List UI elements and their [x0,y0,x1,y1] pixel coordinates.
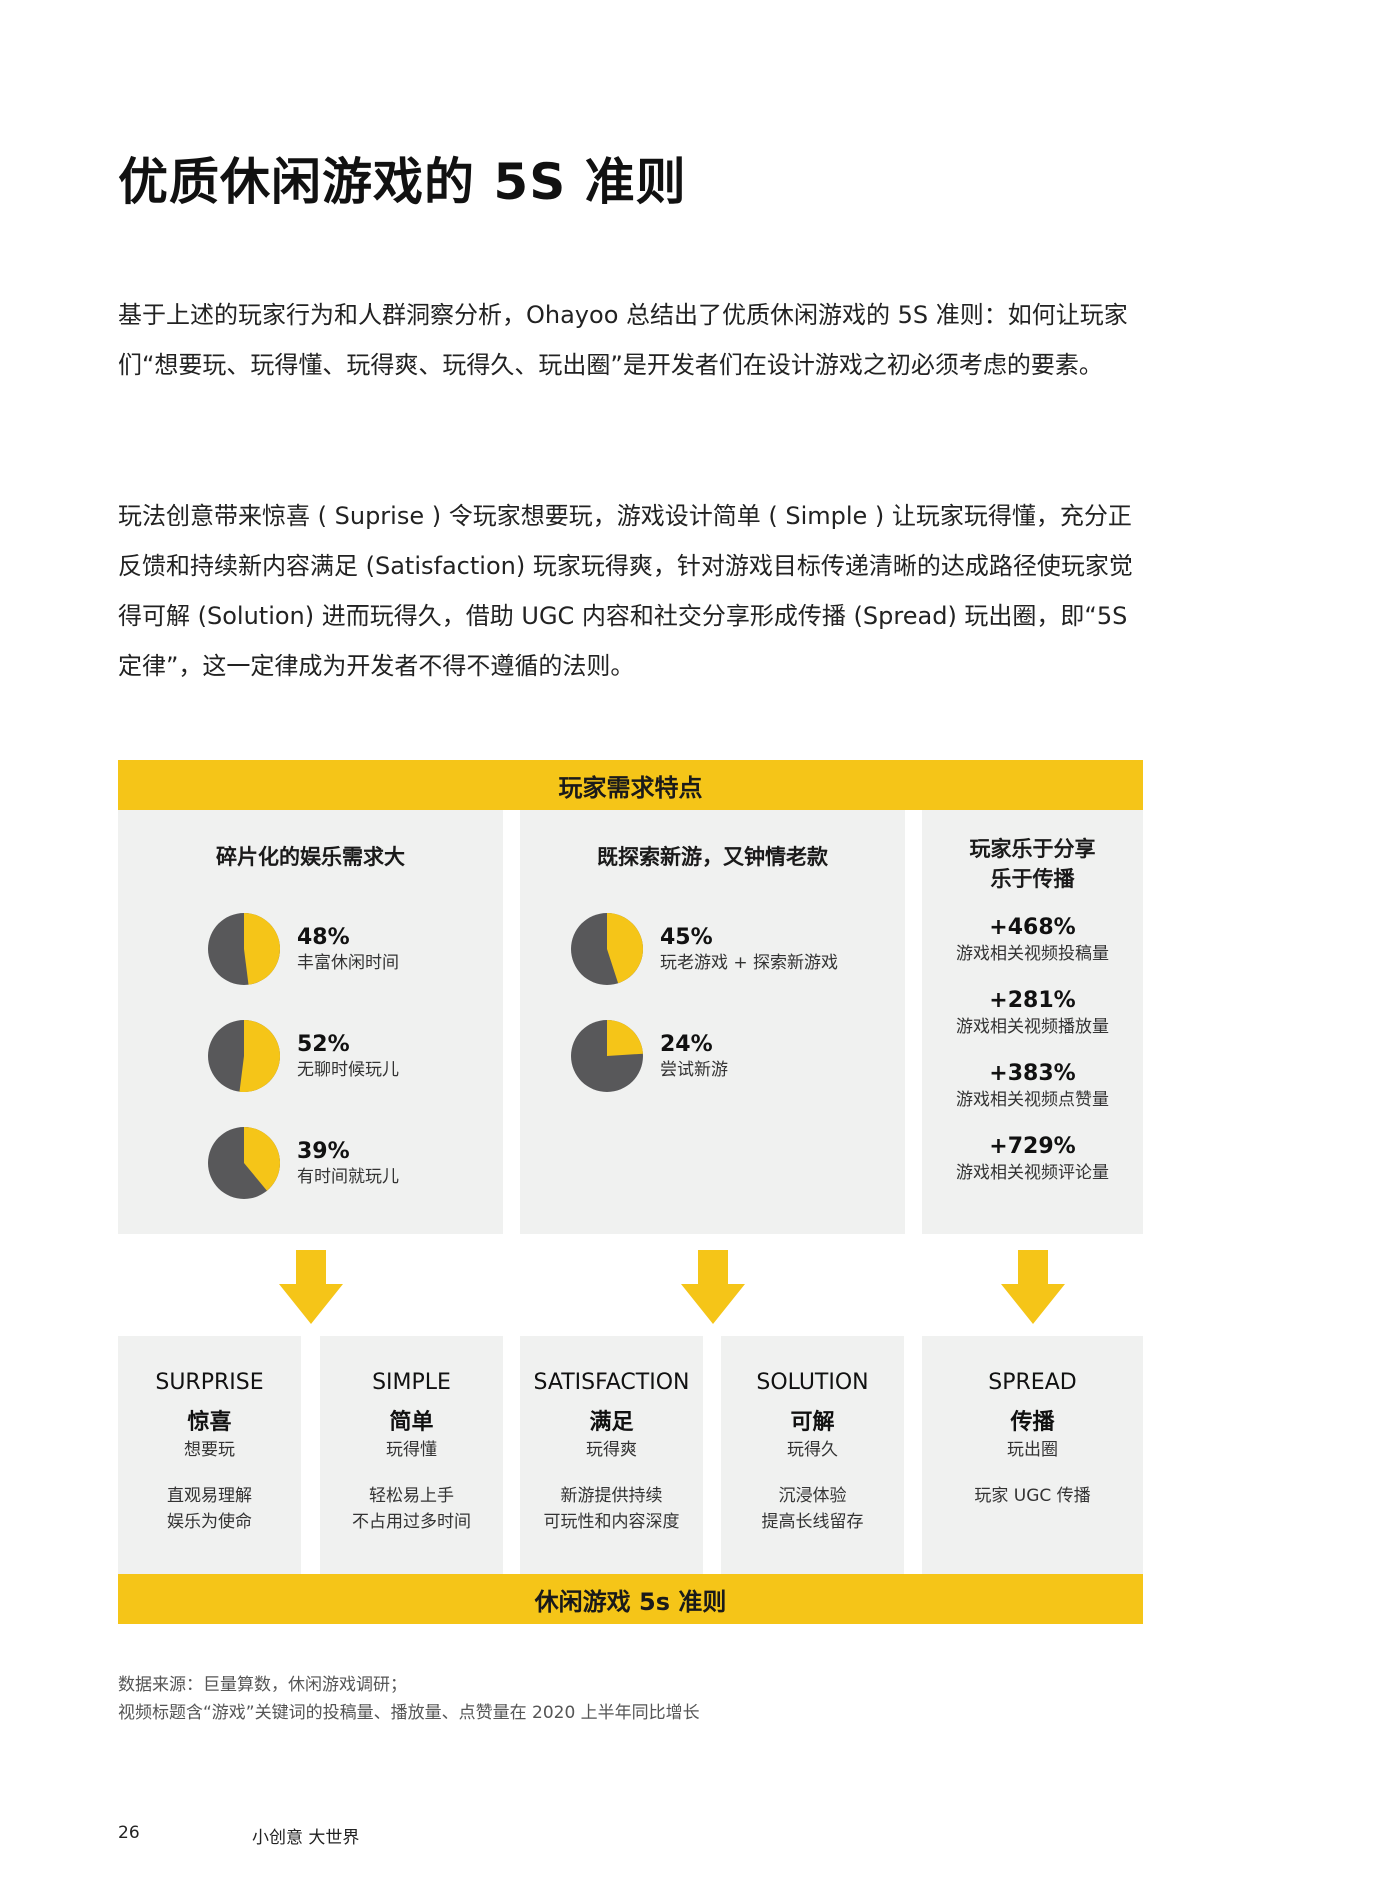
growth-value: +729% [989,1134,1076,1159]
stat-value: 52% [297,1032,350,1057]
panel-heading: 既探索新游，又钟情老款 [597,845,828,869]
down-arrow-icon [279,1250,343,1324]
panel-heading-line2: 乐于传播 [990,867,1075,891]
panel-share-and-spread: 玩家乐于分享 乐于传播 +468% 游戏相关视频投稿量 +281% 游戏相关视频… [922,810,1143,1234]
five-s-rules-footer-bar: 休闲游戏 5s 准则 [118,1574,1143,1624]
pie-slice [244,1127,280,1191]
card-title-cn: 传播 [1010,1410,1055,1435]
growth-label: 游戏相关视频播放量 [956,1017,1109,1037]
body-paragraph: 玩法创意带来惊喜 ( Suprise ) 令玩家想要玩，游戏设计简单 ( Sim… [118,502,1133,680]
card-subtitle: 玩得久 [787,1440,838,1460]
pie-chart [208,1020,280,1092]
card-subtitle: 想要玩 [184,1440,235,1460]
card-subtitle: 玩得懂 [386,1440,437,1460]
card-title-en: SPREAD [988,1370,1077,1395]
card-desc-line: 可玩性和内容深度 [543,1512,680,1532]
pie-slice [607,913,643,984]
growth-item: +729% 游戏相关视频评论量 [922,1133,1143,1185]
stat-value: 39% [297,1139,350,1164]
stat-label: 玩老游戏 + 探索新游戏 [660,953,839,973]
card-desc-line: 不占用过多时间 [352,1512,471,1532]
growth-label: 游戏相关视频评论量 [956,1163,1109,1183]
growth-item: +383% 游戏相关视频点赞量 [922,1060,1143,1112]
stat-item: 39% 有时间就玩儿 [207,1126,399,1200]
card-title-cn: 满足 [589,1410,634,1435]
card-subtitle: 玩得爽 [586,1440,637,1460]
stat-label: 无聊时候玩儿 [297,1060,399,1080]
growth-label: 游戏相关视频点赞量 [956,1090,1109,1110]
pie-chart [208,1127,280,1199]
card-desc-line: 沉浸体验 [778,1486,847,1506]
card-title-en: SOLUTION [756,1370,869,1395]
growth-value: +468% [989,915,1076,940]
panel-explore-and-classic: 既探索新游，又钟情老款 45% 玩老游戏 + 探索新游戏 24% 尝试新游 [520,810,905,1234]
panel-heading-line1: 玩家乐于分享 [969,837,1096,861]
stat-label: 丰富休闲时间 [297,953,399,973]
card-satisfaction: SATISFACTION 满足 玩得爽 新游提供持续 可玩性和内容深度 [520,1336,703,1574]
card-title-en: SURPRISE [155,1370,264,1395]
pie-chart [571,1020,643,1092]
panel-fragmented-entertainment: 碎片化的娱乐需求大 48% 丰富休闲时间 52% 无聊时候玩儿 39% 有时间就… [118,810,503,1234]
data-source-note: 数据来源：巨量算数，休闲游戏调研； [118,1675,407,1695]
pie-chart [571,913,643,985]
card-surprise: SURPRISE 惊喜 想要玩 直观易理解 娱乐为使命 [118,1336,301,1574]
pie-slice [239,1020,280,1092]
stat-item: 52% 无聊时候玩儿 [207,1019,399,1093]
stat-value: 24% [660,1032,713,1057]
card-title-en: SATISFACTION [533,1370,690,1395]
page-number: 26 [118,1823,140,1843]
card-desc-line: 娱乐为使命 [167,1512,252,1532]
growth-value: +383% [989,1061,1076,1086]
card-title-cn: 简单 [389,1410,434,1435]
intro-paragraph: 基于上述的玩家行为和人群洞察分析，Ohayoo 总结出了优质休闲游戏的 5S 准… [118,301,1128,379]
footer-tagline: 小创意 大世界 [252,1828,360,1848]
pie-slice [244,913,280,985]
page-title: 优质休闲游戏的 5S 准则 [118,153,687,211]
stat-value: 45% [660,925,713,950]
card-simple: SIMPLE 简单 玩得懂 轻松易上手 不占用过多时间 [320,1336,503,1574]
card-desc-line: 新游提供持续 [560,1486,663,1506]
down-arrow-icon [681,1250,745,1324]
growth-item: +281% 游戏相关视频播放量 [922,987,1143,1039]
pie-slice [607,1020,643,1056]
card-title-en: SIMPLE [372,1370,451,1395]
player-needs-header: 玩家需求特点 [118,760,1143,810]
card-desc-line: 直观易理解 [167,1486,252,1506]
card-desc-line: 提高长线留存 [761,1512,864,1532]
down-arrow-icon [1001,1250,1065,1324]
stat-label: 有时间就玩儿 [297,1167,399,1187]
card-subtitle: 玩出圈 [1007,1440,1058,1460]
card-title-cn: 可解 [790,1410,835,1435]
growth-label: 游戏相关视频投稿量 [956,944,1109,964]
card-desc-line: 轻松易上手 [369,1486,454,1506]
card-solution: SOLUTION 可解 玩得久 沉浸体验 提高长线留存 [721,1336,904,1574]
growth-value: +281% [989,988,1076,1013]
growth-item: +468% 游戏相关视频投稿量 [922,914,1143,966]
stat-item: 24% 尝试新游 [570,1019,728,1093]
stat-label: 尝试新游 [660,1060,728,1080]
stat-item: 48% 丰富休闲时间 [207,912,399,986]
stat-value: 48% [297,925,350,950]
card-spread: SPREAD 传播 玩出圈 玩家 UGC 传播 [922,1336,1143,1574]
data-source-note: 视频标题含“游戏”关键词的投稿量、播放量、点赞量在 2020 上半年同比增长 [118,1703,700,1723]
card-title-cn: 惊喜 [187,1410,232,1435]
panel-heading: 碎片化的娱乐需求大 [216,845,405,869]
stat-item: 45% 玩老游戏 + 探索新游戏 [570,912,838,986]
card-desc-line: 玩家 UGC 传播 [974,1486,1091,1506]
pie-chart [208,913,280,985]
